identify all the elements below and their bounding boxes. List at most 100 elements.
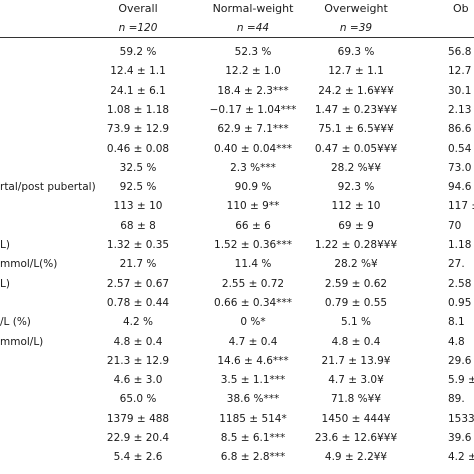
cell-overweight: 112 ± 10 [331,200,381,212]
cell-obese: 29.6 ± [448,355,474,367]
header-divider [0,37,474,38]
cell-obese: 8.1 [448,316,465,328]
cell-overall: 65.0 % [119,393,157,405]
cell-overall: 21.3 ± 12.9 [106,355,170,367]
cell-overweight: 1.47 ± 0.23¥¥¥ [314,104,398,116]
row-label: L) [0,239,10,251]
cell-overweight: 69.3 % [337,46,375,58]
row-label: /L (%) [0,316,31,328]
header-overall: Overall [118,2,158,15]
cell-normal-weight: 110 ± 9** [226,200,280,212]
cell-overall: 1.32 ± 0.35 [106,239,170,251]
cell-overall: 0.78 ± 0.44 [106,297,170,309]
cell-normal-weight: 62.9 ± 7.1*** [217,123,289,135]
cell-obese: 0.54 ± [448,143,474,155]
cell-overall: 22.9 ± 20.4 [106,432,170,444]
cell-normal-weight: 52.3 % [234,46,272,58]
n-overweight: n =39 [339,22,373,34]
cell-normal-weight: 0 %* [240,316,266,328]
cell-overweight: 2.59 ± 0.62 [324,278,388,290]
cell-normal-weight: 0.66 ± 0.34*** [214,297,292,309]
cell-normal-weight: 3.5 ± 1.1*** [220,374,286,386]
cell-overall: 4.6 ± 3.0 [113,374,163,386]
header-overweight: Overweight [324,2,388,15]
row-label: L) [0,278,10,290]
row-label: mmol/L) [0,336,44,348]
cell-normal-weight: 4.7 ± 0.4 [228,336,278,348]
cell-overweight: 92.3 % [337,181,375,193]
cell-overweight: 4.7 ± 3.0¥ [328,374,384,386]
cell-overweight: 69 ± 9 [338,220,374,232]
cell-overall: 4.8 ± 0.4 [113,336,163,348]
cell-obese: 70 [448,220,462,232]
cell-overweight: 28.2 %¥¥ [330,162,382,174]
cell-overweight: 12.7 ± 1.1 [328,65,384,77]
cell-overall: 68 ± 8 [120,220,156,232]
cell-obese: 1533 ± [448,413,474,425]
cell-obese: 39.6 ± [448,432,474,444]
cell-overweight: 5.1 % [340,316,372,328]
cell-obese: 0.95 ± [448,297,474,309]
cell-normal-weight: 1185 ± 514* [219,413,287,425]
cell-normal-weight: 2.55 ± 0.72 [221,278,285,290]
cell-overall: 1379 ± 488 [106,413,170,425]
cell-obese: 56.8 [448,46,472,58]
cell-obese: 4.8 [448,336,465,348]
cell-obese: 30.1 ± [448,85,474,97]
cell-overall: 32.5 % [119,162,157,174]
cell-obese: 5.9 ± [448,374,474,386]
cell-normal-weight: 18.4 ± 2.3*** [217,85,289,97]
cell-obese: 86.6 ± [448,123,474,135]
cell-overweight: 75.1 ± 6.5¥¥¥ [318,123,394,135]
cell-overweight: 71.8 %¥¥ [330,393,382,405]
cell-normal-weight: 6.8 ± 2.8*** [220,451,286,463]
cell-overweight: 24.2 ± 1.6¥¥¥ [318,85,394,97]
cell-obese: 4.2 ± [448,451,474,463]
n-overall: n =120 [118,22,158,34]
cell-normal-weight: 38.6 %*** [226,393,280,405]
cell-obese: 89. [448,393,465,405]
row-label: rtal/post pubertal) [0,181,96,193]
cell-overweight: 1450 ± 444¥ [321,413,391,425]
cell-obese: 117 ± [448,200,474,212]
cell-overall: 1.08 ± 1.18 [106,104,170,116]
cell-overall: 4.2 % [122,316,154,328]
cell-overweight: 28.2 %¥ [334,258,378,270]
cell-obese: 12.7 [448,65,472,77]
cell-obese: 27. [448,258,465,270]
cell-normal-weight: 90.9 % [234,181,272,193]
cell-obese: 1.18 ± [448,239,474,251]
header-normal-weight: Normal-weight [212,2,294,15]
cell-overall: 24.1 ± 6.1 [110,85,166,97]
cell-overweight: 4.8 ± 0.4 [331,336,381,348]
cell-normal-weight: −0.17 ± 1.04*** [209,104,297,116]
cell-normal-weight: 66 ± 6 [235,220,271,232]
row-label: mmol/L(%) [0,258,58,270]
cell-overall: 0.46 ± 0.08 [106,143,170,155]
cell-overweight: 4.9 ± 2.2¥¥ [324,451,388,463]
cell-overall: 73.9 ± 12.9 [106,123,170,135]
n-normal-weight: n =44 [236,22,270,34]
cell-normal-weight: 11.4 % [234,258,272,270]
cell-obese: 73.0 [448,162,472,174]
cell-obese: 2.58 ± [448,278,474,290]
cell-overall: 5.4 ± 2.6 [113,451,163,463]
cell-overall: 92.5 % [119,181,157,193]
cell-overweight: 23.6 ± 12.6¥¥¥ [314,432,398,444]
cell-overweight: 1.22 ± 0.28¥¥¥ [314,239,398,251]
cell-normal-weight: 12.2 ± 1.0 [225,65,281,77]
cell-overall: 12.4 ± 1.1 [110,65,166,77]
cell-overall: 2.57 ± 0.67 [106,278,170,290]
cell-overweight: 21.7 ± 13.9¥ [321,355,391,367]
cell-normal-weight: 14.6 ± 4.6*** [217,355,289,367]
cell-obese: 2.13 ± [448,104,474,116]
cell-normal-weight: 0.40 ± 0.04*** [214,143,292,155]
cell-normal-weight: 2.3 %*** [230,162,276,174]
header-obese: Ob [453,2,469,15]
cell-overall: 21.7 % [119,258,157,270]
cell-overweight: 0.79 ± 0.55 [324,297,388,309]
cell-obese: 94.6 [448,181,472,193]
cell-normal-weight: 1.52 ± 0.36*** [214,239,292,251]
cell-overall: 113 ± 10 [113,200,163,212]
